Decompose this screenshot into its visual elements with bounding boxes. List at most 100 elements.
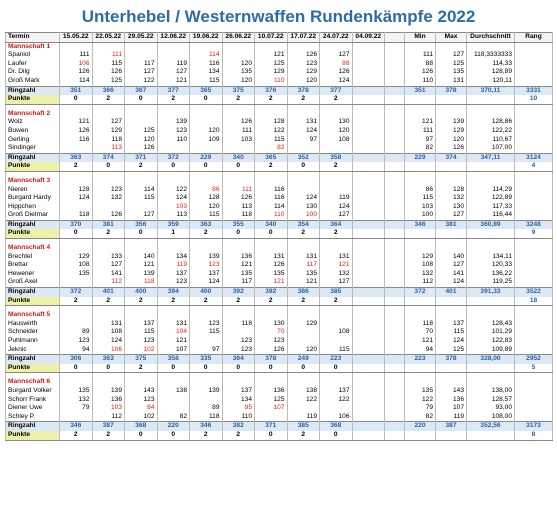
cell: 0 (254, 229, 288, 240)
cell (124, 244, 158, 253)
cell: 132 (404, 269, 436, 279)
cell: 2 (254, 162, 288, 172)
cell: 3124 (514, 152, 553, 163)
cell: Mannschaft 2 (5, 109, 60, 119)
cell (156, 378, 190, 387)
cell: Puhlmann (5, 337, 60, 346)
cell: 121 (286, 278, 320, 288)
cell (384, 252, 405, 262)
cell: 347,11 (466, 152, 515, 163)
cell: 377 (156, 85, 190, 96)
cell: 137 (221, 386, 255, 396)
cell: 126 (59, 68, 93, 77)
cell (384, 278, 405, 288)
cell (384, 430, 405, 441)
cell (384, 229, 405, 240)
cell: Hippchen (5, 202, 60, 212)
cell: 368 (319, 421, 353, 431)
cell: Laufer (5, 59, 60, 69)
cell (435, 176, 467, 186)
cell: 8 (514, 430, 553, 441)
cell: 127 (319, 278, 353, 288)
cell: 2 (254, 296, 288, 307)
cell: 0 (221, 229, 255, 240)
header-row: Termin 15.05.22 22.05.22 29.05.22 12.06.22 19… (5, 32, 553, 43)
cell: 2 (124, 363, 158, 374)
cell: 121 (254, 51, 288, 60)
cell: 2 (91, 95, 125, 105)
cell: 120 (189, 126, 223, 136)
cell: 110,67 (466, 135, 515, 145)
player-row: Wolz 121 127 139 126 128 131 130 121 139 128,86 (5, 118, 553, 127)
cell: 115 (435, 328, 467, 337)
cell (5, 305, 60, 312)
cell (156, 176, 190, 186)
cell: 24.07.22 (319, 32, 353, 43)
player-row: Brechtel 129 133 140 134 139 136 131 131 131 129 14… (5, 252, 553, 262)
cell: 126 (319, 68, 353, 77)
player-row: Nieren 128 123 114 122 86 111 116 86 128 114,29 (5, 185, 553, 195)
cell: 363 (59, 152, 93, 163)
cell: 130 (286, 202, 320, 212)
cell: 110 (221, 412, 255, 422)
cell (351, 126, 385, 136)
cell (351, 95, 385, 105)
cell (59, 244, 93, 253)
cell (221, 176, 255, 186)
cell: 04.09.22 (351, 32, 385, 43)
cell (254, 42, 288, 52)
cell: 128 (254, 118, 288, 127)
cell (351, 252, 385, 262)
cell: 115 (124, 194, 158, 203)
cell (435, 378, 467, 387)
cell: 102 (124, 412, 158, 422)
cell (384, 126, 405, 136)
cell: 3248 (514, 219, 553, 230)
cell: 139 (156, 118, 190, 127)
cell (286, 185, 320, 195)
ringzahl-row: Ringzahl 346 387 368 220 346 382 371 385 368 220 38… (5, 421, 553, 431)
cell: 401 (435, 287, 467, 297)
cell: 100 (286, 211, 320, 221)
cell: 108 (319, 328, 353, 337)
cell (351, 395, 385, 405)
cell (351, 296, 385, 307)
cell (59, 412, 93, 422)
cell: 374 (435, 152, 467, 163)
cell: 131 (156, 319, 190, 329)
player-row: Gerling 116 118 120 110 109 103 115 97 108 97 120 11… (5, 135, 553, 145)
cell (286, 144, 320, 154)
cell: Brechtel (5, 252, 60, 262)
cell: 129 (286, 68, 320, 77)
cell (59, 202, 93, 212)
cell (514, 378, 553, 387)
cell (5, 104, 60, 110)
cell: 382 (221, 421, 255, 431)
cell (189, 244, 223, 253)
cell: 114 (59, 76, 93, 87)
cell: 111 (404, 126, 436, 136)
cell: 118 (189, 412, 223, 422)
cell: 387 (435, 421, 467, 431)
cell (514, 185, 553, 195)
cell: 2 (254, 95, 288, 105)
cell: 123 (189, 319, 223, 329)
cell: 126 (91, 211, 125, 221)
cell (156, 51, 190, 60)
cell: 115 (319, 345, 353, 355)
cell (384, 261, 405, 270)
punkte-row: Punkte 0 0 2 0 0 0 0 0 0 5 (5, 363, 553, 374)
player-row: Groß Dietmar 118 126 127 113 115 118 110 100 127 1… (5, 211, 553, 221)
cell: Mannschaft 5 (5, 311, 60, 320)
cell: 370,11 (466, 85, 515, 96)
cell: 2 (221, 95, 255, 105)
cell (384, 421, 405, 431)
cell: 120 (221, 59, 255, 69)
cell: Punkte (5, 430, 60, 441)
cell (351, 68, 385, 77)
cell: 5 (514, 363, 553, 374)
cell: 100 (404, 211, 436, 221)
cell: 134 (189, 68, 223, 77)
cell: Punkte (5, 95, 60, 105)
cell (514, 372, 553, 379)
